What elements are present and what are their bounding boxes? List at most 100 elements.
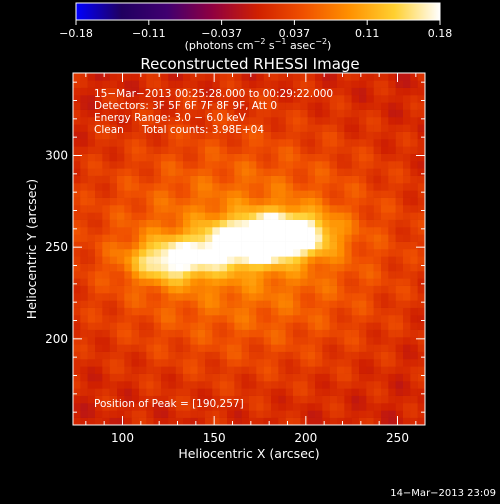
heatmap-cell — [300, 344, 308, 352]
heatmap-cell — [417, 351, 426, 360]
heatmap-cell — [227, 219, 235, 228]
heatmap-cell — [205, 249, 213, 257]
heatmap-cell — [249, 80, 257, 88]
heatmap-cell — [146, 205, 154, 213]
heatmap-cell — [351, 388, 360, 396]
heatmap-cell — [131, 161, 140, 169]
heatmap-cell — [109, 366, 118, 374]
heatmap-cell — [366, 80, 374, 88]
heatmap-cell — [329, 73, 338, 81]
heatmap-cell — [271, 373, 279, 382]
heatmap-cell — [124, 271, 132, 279]
heatmap-cell — [124, 124, 132, 132]
heatmap-cell — [307, 212, 316, 220]
heatmap-cell — [322, 417, 330, 426]
heatmap-cell — [241, 329, 250, 338]
heatmap-cell — [161, 395, 169, 404]
heatmap-cell — [381, 249, 389, 257]
heatmap-cell — [256, 307, 264, 316]
heatmap-cell — [234, 278, 242, 286]
heatmap-cell — [293, 373, 301, 382]
heatmap-cell — [153, 87, 162, 96]
heatmap-cell — [315, 329, 323, 338]
heatmap-cell — [124, 153, 132, 162]
heatmap-cell — [205, 300, 213, 308]
heatmap-cell — [234, 293, 242, 301]
heatmap-cell — [300, 285, 308, 294]
heatmap-cell — [227, 271, 235, 279]
heatmap-cell — [161, 366, 169, 374]
heatmap-cell — [168, 73, 176, 81]
heatmap-cell — [300, 219, 308, 228]
heatmap-cell — [373, 139, 382, 147]
heatmap-cell — [168, 153, 176, 162]
heatmap-cell — [139, 307, 147, 316]
heatmap-cell — [285, 285, 294, 294]
heatmap-cell — [153, 388, 162, 396]
heatmap-cell — [249, 124, 257, 132]
heatmap-cell — [175, 241, 184, 250]
heatmap-cell — [95, 175, 103, 184]
heatmap-cell — [285, 205, 294, 213]
heatmap-cell — [395, 153, 404, 162]
heatmap-cell — [102, 249, 110, 257]
heatmap-cell — [212, 109, 220, 118]
heatmap-cell — [395, 249, 404, 257]
heatmap-cell — [234, 102, 242, 110]
heatmap-cell — [219, 87, 228, 96]
heatmap-cell — [329, 410, 338, 418]
heatmap-cell — [153, 395, 162, 404]
heatmap-cell — [403, 102, 411, 110]
heatmap-cell — [234, 315, 242, 323]
heatmap-cell — [329, 131, 338, 140]
heatmap-cell — [95, 131, 103, 140]
heatmap-cell — [417, 381, 426, 389]
heatmap-cell — [300, 388, 308, 396]
heatmap-cell — [190, 153, 198, 162]
heatmap-cell — [278, 278, 286, 286]
heatmap-cell — [256, 417, 264, 426]
heatmap-cell — [197, 329, 206, 338]
heatmap-cell — [351, 139, 360, 147]
heatmap-cell — [388, 256, 396, 264]
heatmap-cell — [388, 175, 396, 184]
heatmap-cell — [219, 139, 228, 147]
heatmap-cell — [197, 161, 206, 169]
heatmap-cell — [219, 278, 228, 286]
heatmap-cell — [263, 395, 272, 404]
heatmap-cell — [80, 278, 88, 286]
heatmap-cell — [395, 87, 404, 96]
heatmap-cell — [183, 146, 191, 154]
heatmap-cell — [73, 102, 81, 110]
heatmap-cell — [234, 197, 242, 206]
heatmap-cell — [315, 344, 323, 352]
heatmap-cell — [109, 307, 118, 316]
heatmap-cell — [234, 395, 242, 404]
heatmap-cell — [300, 271, 308, 279]
heatmap-cell — [241, 73, 250, 81]
heatmap-cell — [175, 139, 184, 147]
heatmap-cell — [285, 161, 294, 169]
heatmap-cell — [117, 395, 125, 404]
heatmap-cell — [322, 344, 330, 352]
heatmap-cell — [337, 212, 345, 220]
heatmap-cell — [315, 293, 323, 301]
heatmap-cell — [175, 366, 184, 374]
heatmap-cell — [95, 395, 103, 404]
heatmap-cell — [131, 241, 140, 250]
heatmap-cell — [212, 139, 220, 147]
heatmap-cell — [410, 219, 418, 228]
heatmap-cell — [300, 117, 308, 125]
heatmap-cell — [161, 131, 169, 140]
heatmap-cell — [234, 190, 242, 198]
heatmap-cell — [329, 315, 338, 323]
heatmap-cell — [219, 131, 228, 140]
heatmap-cell — [80, 175, 88, 184]
heatmap-cell — [109, 263, 118, 272]
heatmap-cell — [263, 183, 272, 191]
heatmap-cell — [381, 175, 389, 184]
heatmap-cell — [388, 366, 396, 374]
heatmap-cell — [175, 395, 184, 404]
heatmap-cell — [212, 161, 220, 169]
heatmap-cell — [168, 351, 176, 360]
